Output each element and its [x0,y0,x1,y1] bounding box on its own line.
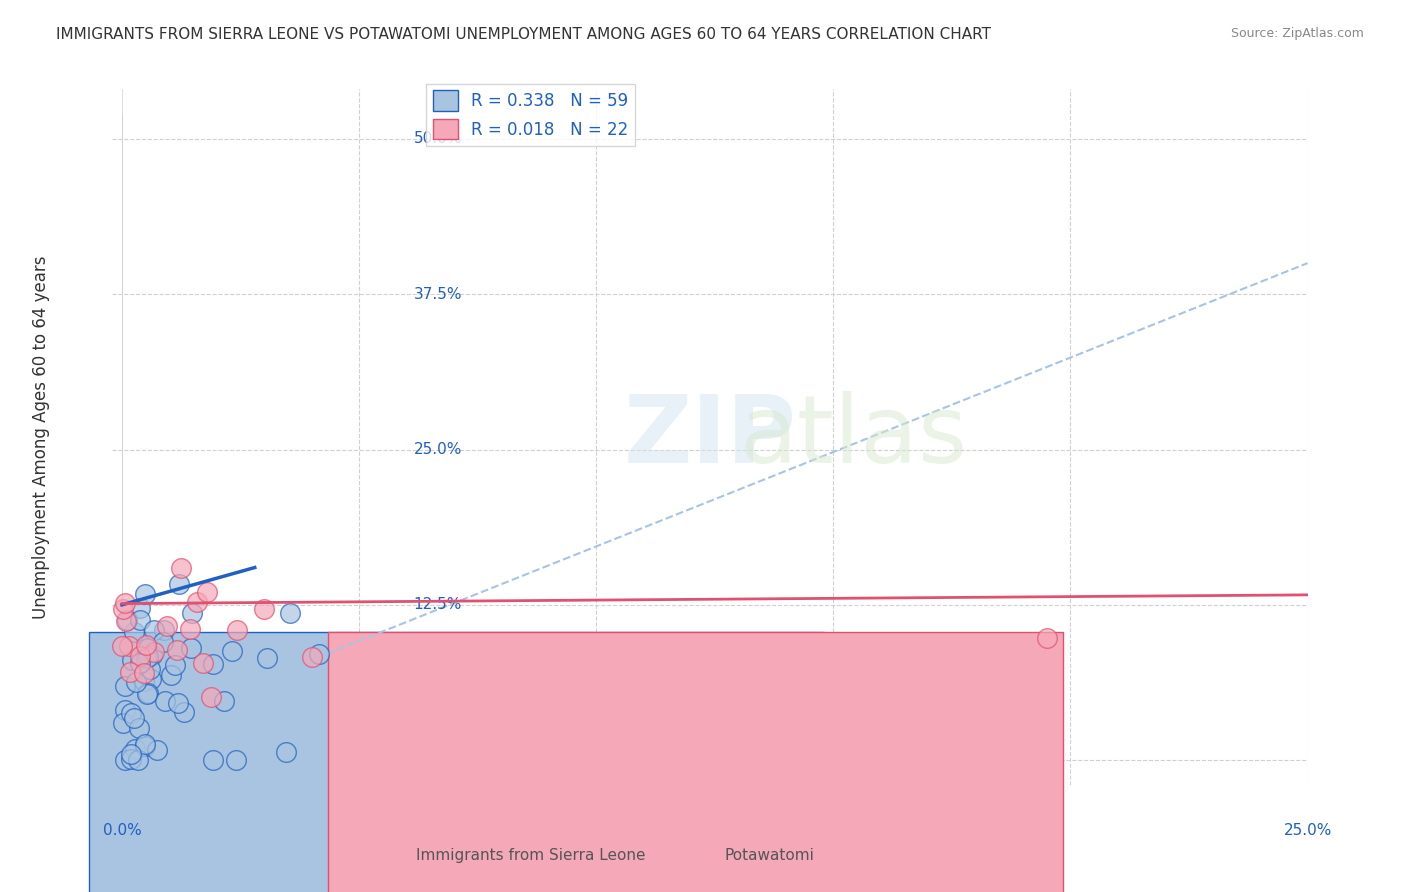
Immigrants from Sierra Leone [128,613,150,627]
Immigrants from Sierra Leone [276,746,298,760]
Potawatomi [225,623,247,637]
Immigrants from Sierra Leone [136,649,159,664]
Immigrants from Sierra Leone [139,662,162,676]
Immigrants from Sierra Leone [225,753,247,767]
Potawatomi [129,649,152,664]
FancyBboxPatch shape [89,632,824,892]
Immigrants from Sierra Leone [125,675,148,690]
Potawatomi [115,614,138,628]
Immigrants from Sierra Leone [169,576,191,591]
Potawatomi [186,595,208,609]
Immigrants from Sierra Leone [132,674,155,689]
Legend: R = 0.338   N = 59, R = 0.018   N = 22: R = 0.338 N = 59, R = 0.018 N = 22 [426,84,636,146]
Immigrants from Sierra Leone [111,716,134,731]
Immigrants from Sierra Leone [135,651,157,665]
Immigrants from Sierra Leone [120,706,142,721]
Text: Potawatomi: Potawatomi [725,847,814,863]
Potawatomi [142,645,165,659]
Immigrants from Sierra Leone [114,703,136,717]
Text: atlas: atlas [740,391,967,483]
Potawatomi [114,596,136,610]
Immigrants from Sierra Leone [201,753,224,767]
Immigrants from Sierra Leone [122,625,145,640]
Immigrants from Sierra Leone [136,685,159,699]
Potawatomi [197,584,219,599]
Potawatomi [179,622,201,636]
Potawatomi [118,665,141,680]
FancyBboxPatch shape [328,632,1063,892]
Potawatomi [118,639,141,653]
Potawatomi [253,602,276,616]
Text: 50.0%: 50.0% [413,131,463,146]
Immigrants from Sierra Leone [135,687,157,701]
Potawatomi [200,690,222,705]
Immigrants from Sierra Leone [146,743,169,757]
Immigrants from Sierra Leone [114,679,136,693]
Immigrants from Sierra Leone [152,635,174,649]
Immigrants from Sierra Leone [143,623,166,637]
Potawatomi [111,640,134,654]
Immigrants from Sierra Leone [138,640,160,655]
Immigrants from Sierra Leone [128,656,150,670]
Immigrants from Sierra Leone [122,711,145,725]
Immigrants from Sierra Leone [114,753,136,767]
Immigrants from Sierra Leone [134,737,156,751]
Immigrants from Sierra Leone [163,657,186,672]
Potawatomi [132,665,155,680]
Text: 25.0%: 25.0% [413,442,463,457]
Immigrants from Sierra Leone [121,653,143,667]
Text: ZIP: ZIP [624,391,796,483]
Text: 0.0%: 0.0% [103,823,142,838]
Potawatomi [156,618,179,632]
Text: IMMIGRANTS FROM SIERRA LEONE VS POTAWATOMI UNEMPLOYMENT AMONG AGES 60 TO 64 YEAR: IMMIGRANTS FROM SIERRA LEONE VS POTAWATO… [56,27,991,42]
Immigrants from Sierra Leone [159,668,181,682]
Immigrants from Sierra Leone [127,753,149,767]
Text: Source: ZipAtlas.com: Source: ZipAtlas.com [1230,27,1364,40]
Immigrants from Sierra Leone [141,673,163,687]
Immigrants from Sierra Leone [120,747,142,761]
Text: Unemployment Among Ages 60 to 64 years: Unemployment Among Ages 60 to 64 years [32,255,49,619]
Immigrants from Sierra Leone [212,694,235,708]
Immigrants from Sierra Leone [202,657,225,672]
Immigrants from Sierra Leone [128,721,150,735]
Immigrants from Sierra Leone [153,623,176,637]
Immigrants from Sierra Leone [256,651,278,665]
Immigrants from Sierra Leone [153,694,176,708]
Text: Immigrants from Sierra Leone: Immigrants from Sierra Leone [416,847,645,863]
Text: 25.0%: 25.0% [1284,823,1331,838]
Immigrants from Sierra Leone [308,647,330,661]
Immigrants from Sierra Leone [134,739,156,754]
Potawatomi [135,638,157,652]
Immigrants from Sierra Leone [278,606,301,620]
Text: 37.5%: 37.5% [413,286,463,301]
Immigrants from Sierra Leone [221,644,243,658]
Immigrants from Sierra Leone [173,705,195,719]
Immigrants from Sierra Leone [117,613,139,627]
Potawatomi [301,650,323,665]
Immigrants from Sierra Leone [120,752,142,766]
Text: 12.5%: 12.5% [413,598,463,612]
Immigrants from Sierra Leone [141,648,163,662]
Potawatomi [193,656,215,670]
Potawatomi [111,601,134,615]
Immigrants from Sierra Leone [180,641,202,656]
Potawatomi [1035,631,1057,645]
Immigrants from Sierra Leone [124,742,146,756]
Immigrants from Sierra Leone [180,607,202,621]
Immigrants from Sierra Leone [134,587,156,601]
Potawatomi [166,642,188,657]
Potawatomi [170,561,193,575]
Immigrants from Sierra Leone [166,697,188,711]
Immigrants from Sierra Leone [129,600,152,615]
